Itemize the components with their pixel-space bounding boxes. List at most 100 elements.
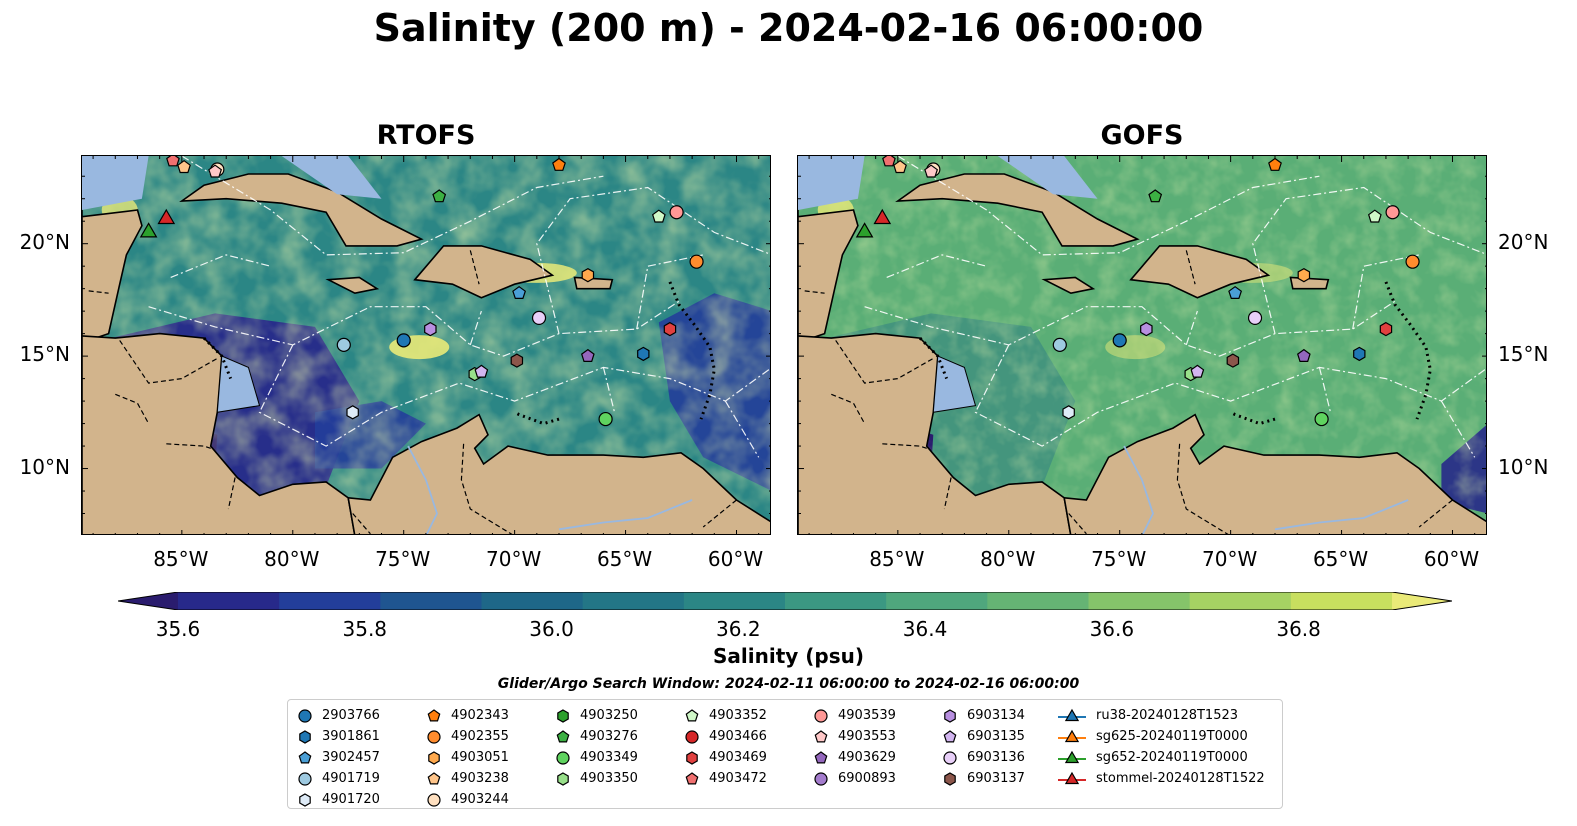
legend-marker-icon [814,729,828,742]
station-marker [651,209,666,223]
legend-label: 4903629 [838,750,896,765]
station-marker [873,208,892,225]
eez-boundary [170,254,271,278]
station-marker [581,268,595,283]
station-marker [882,156,896,167]
legend-marker-icon [685,729,699,744]
legend: 2903766 3901861 3902457 4901719 4901720 49023… [287,699,1283,809]
station-marker [893,159,907,174]
eez-boundary [469,310,482,346]
legend-marker [427,729,441,744]
legend-marker [943,750,957,765]
legend-label: 4903250 [580,708,638,723]
legend-marker [944,771,956,786]
colorbar-segment [987,592,1089,610]
legend-marker [427,771,441,784]
colorbar-tick-label: 35.6 [155,617,201,641]
station-marker [396,333,411,348]
legend-marker [557,708,569,723]
legend-marker-icon [427,771,441,784]
legend-item: 4903250 [556,705,638,726]
eez-boundary [1440,400,1476,458]
legend-marker [556,729,570,742]
legend-marker [685,771,699,784]
legend-marker [556,750,570,765]
lon-tick-label: 65°W [1312,547,1369,571]
eez-boundary [897,156,1320,256]
station-marker [1297,268,1311,283]
eez-boundary [724,400,760,458]
legend-item: ru38-20240128T1523 [1058,705,1265,726]
legend-label: 4903469 [709,750,767,765]
land-jamaica [325,276,380,295]
lat-tick-label-right: 15°N [1498,342,1549,367]
land-hispaniola [1129,245,1271,299]
station-marker [637,346,650,362]
lat-tick-label-right: 20°N [1498,229,1549,254]
legend-marker-icon [814,771,828,786]
legend-item: 6900893 [814,768,896,789]
eez-boundary [864,299,1398,357]
legend-item: 4901720 [298,789,380,810]
station-marker [1405,254,1420,269]
legend-label: 4903466 [709,729,767,744]
legend-label: 6903135 [967,729,1025,744]
legend-item: 4903539 [814,705,896,726]
legend-item: 6903136 [943,747,1025,768]
colorbar-segment [582,592,685,610]
station-marker [1062,405,1075,420]
legend-item: 3902457 [298,747,380,768]
legend-item: stommel-20240128T1522 [1058,768,1265,789]
legend-item: 2903766 [298,705,380,726]
legend-marker [298,750,312,763]
legend-label: stommel-20240128T1522 [1096,771,1265,786]
map-svg-gofs [798,156,1486,534]
legend-column: 4903539 4903553 4903629 6900893 [814,705,896,789]
legend-item: 4901719 [298,768,380,789]
figure-title: Salinity (200 m) - 2024-02-16 06:00:00 [373,6,1204,50]
map-panel-gofs[interactable] [797,155,1487,535]
legend-marker [686,750,698,765]
legend-label: 4901720 [322,792,380,807]
legend-marker-icon [685,771,699,784]
colorbar-segment [178,592,280,610]
map-panel-rtofs[interactable] [81,155,771,535]
colorbar-segment [683,592,786,610]
legend-marker [814,708,828,723]
legend-label: sg625-20240119T0000 [1096,729,1248,744]
station-marker [1296,348,1311,362]
legend-marker-icon [557,708,569,723]
legend-item: 3901861 [298,726,380,747]
eez-boundary [886,254,987,278]
legend-column: 4902343 4902355 4903051 4903238 4903244 [427,705,509,810]
panel-title-rtofs: RTOFS [376,120,476,151]
colorbar-segment [1290,592,1393,610]
legend-marker-icon [686,750,698,765]
station-marker [1367,209,1382,223]
legend-marker-icon [943,729,957,742]
lon-tick-label: 60°W [707,547,764,571]
legend-marker-icon [814,750,828,763]
legend-marker [814,750,828,763]
colorbar-tick-label: 36.0 [529,617,574,641]
colorbar-svg [117,591,1453,611]
lon-tick-label: 65°W [596,547,653,571]
eez-boundary [636,254,704,330]
legend-item: 6903137 [943,768,1025,789]
station-marker [346,405,359,420]
legend-marker-icon [1058,771,1086,784]
colorbar-extend-high [1392,592,1452,610]
lon-tick-label: 85°W [153,547,209,571]
legend-label: 6903134 [967,708,1025,723]
station-marker [924,164,939,178]
legend-marker-icon [685,708,699,721]
station-marker [689,254,704,269]
station-marker [663,321,677,337]
station-marker [1247,310,1263,325]
colorbar-tick-label: 36.6 [1089,617,1135,641]
station-marker [512,285,527,299]
legend-marker [814,729,828,742]
station-marker [669,205,684,220]
legend-marker-icon [298,771,312,786]
legend-marker-icon [1058,729,1086,742]
